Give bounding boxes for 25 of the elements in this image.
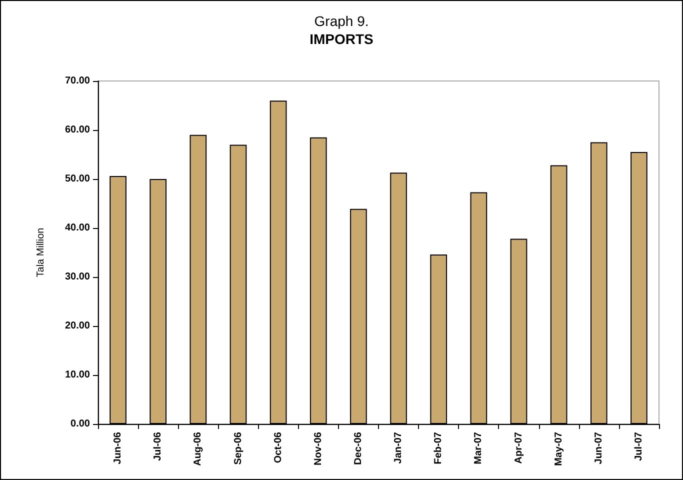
y-tick-label: 30.00 <box>64 272 90 282</box>
x-tick-label: Aug-06 <box>192 432 204 466</box>
y-tick-label: 60.00 <box>64 124 90 136</box>
chart-subtitle: IMPORTS <box>310 31 374 47</box>
y-axis-title: Tala Million <box>36 228 46 278</box>
x-tick-label: Jun-07 <box>593 432 604 464</box>
x-tick-label: May-07 <box>553 432 564 466</box>
y-tick-label: 0.00 <box>70 418 90 430</box>
x-tick-label: Jun-06 <box>112 432 124 464</box>
chart-title: Graph 9. <box>314 13 369 29</box>
x-tick-label: Oct-06 <box>272 432 284 464</box>
x-tick-label: Jul-06 <box>152 432 164 461</box>
x-tick-label: Feb-07 <box>433 432 444 464</box>
y-tick-label: 40.00 <box>64 222 90 234</box>
y-tick-label: 20.00 <box>64 320 90 332</box>
x-tick-label: Mar-07 <box>473 432 484 464</box>
x-tick-label: Jul-07 <box>633 432 644 461</box>
y-tick-label: 50.00 <box>64 174 90 184</box>
y-tick-label: 10.00 <box>64 370 90 380</box>
x-tick-label: Dec-06 <box>352 432 364 465</box>
x-tick-label: Sep-06 <box>232 432 244 465</box>
x-tick-label: Jan-07 <box>393 432 404 464</box>
x-tick-label: Nov-06 <box>312 432 324 466</box>
y-tick-label: 70.00 <box>64 76 90 86</box>
x-tick-label: Apr-07 <box>513 432 524 464</box>
